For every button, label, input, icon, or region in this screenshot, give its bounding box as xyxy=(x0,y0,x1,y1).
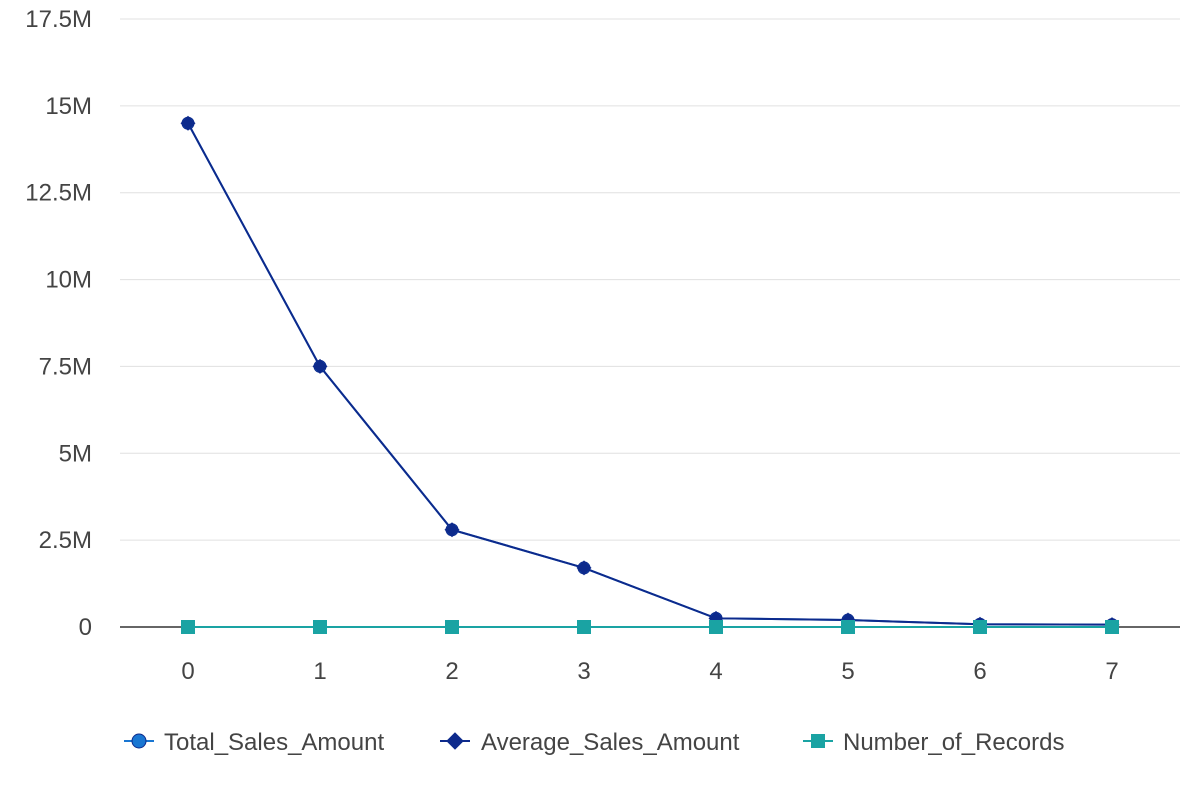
series-line-Average_Sales_Amount xyxy=(187,122,1113,626)
legend-marker xyxy=(131,733,147,749)
series-markers xyxy=(180,115,1120,634)
data-point-Number_of_Records[interactable] xyxy=(1105,619,1119,634)
y-tick-label: 7.5M xyxy=(39,353,92,380)
x-tick-label: 3 xyxy=(577,658,590,685)
data-point-Average_Sales_Amount[interactable] xyxy=(180,115,196,131)
x-tick-label: 4 xyxy=(709,658,722,685)
x-tick-label: 2 xyxy=(445,658,458,685)
legend-label: Average_Sales_Amount xyxy=(481,729,740,756)
legend: Total_Sales_Amount Average_Sales_Amount Nu… xyxy=(124,729,1064,756)
series-lines xyxy=(187,122,1113,628)
legend-item[interactable]: Average_Sales_Amount xyxy=(440,729,740,756)
x-tick-label: 6 xyxy=(973,658,986,685)
data-point-Average_Sales_Amount[interactable] xyxy=(576,560,592,576)
axes: 0 2.5M 5M 7.5M 10M 12.5M 15M 17.5M 0 1 2 3 4 5 6 7 xyxy=(25,6,1180,685)
gridlines xyxy=(120,18,1180,541)
y-tick-label: 0 xyxy=(79,614,92,641)
legend-marker xyxy=(811,734,825,748)
y-tick-label: 12.5M xyxy=(25,180,92,207)
data-point-Number_of_Records[interactable] xyxy=(973,619,987,634)
legend-item[interactable]: Total_Sales_Amount xyxy=(124,729,384,756)
data-point-Number_of_Records[interactable] xyxy=(841,619,855,634)
y-tick-label: 2.5M xyxy=(39,527,92,554)
data-point-Number_of_Records[interactable] xyxy=(577,619,591,634)
legend-item[interactable]: Number_of_Records xyxy=(803,729,1064,756)
data-point-Number_of_Records[interactable] xyxy=(709,619,723,634)
data-point-Number_of_Records[interactable] xyxy=(313,619,327,634)
data-point-Average_Sales_Amount[interactable] xyxy=(444,522,460,538)
legend-label: Number_of_Records xyxy=(843,729,1064,756)
y-tick-label: 10M xyxy=(45,267,92,294)
data-point-Number_of_Records[interactable] xyxy=(445,619,459,634)
y-tick-label: 17.5M xyxy=(25,6,92,33)
legend-marker xyxy=(446,732,464,750)
x-tick-label: 0 xyxy=(181,658,194,685)
legend-label: Total_Sales_Amount xyxy=(164,729,384,756)
x-tick-label: 5 xyxy=(841,658,854,685)
y-tick-label: 5M xyxy=(59,440,92,467)
data-point-Number_of_Records[interactable] xyxy=(181,619,195,634)
data-point-Average_Sales_Amount[interactable] xyxy=(312,358,328,374)
x-tick-label: 7 xyxy=(1105,658,1118,685)
y-tick-label: 15M xyxy=(45,93,92,120)
x-tick-label: 1 xyxy=(313,658,326,685)
